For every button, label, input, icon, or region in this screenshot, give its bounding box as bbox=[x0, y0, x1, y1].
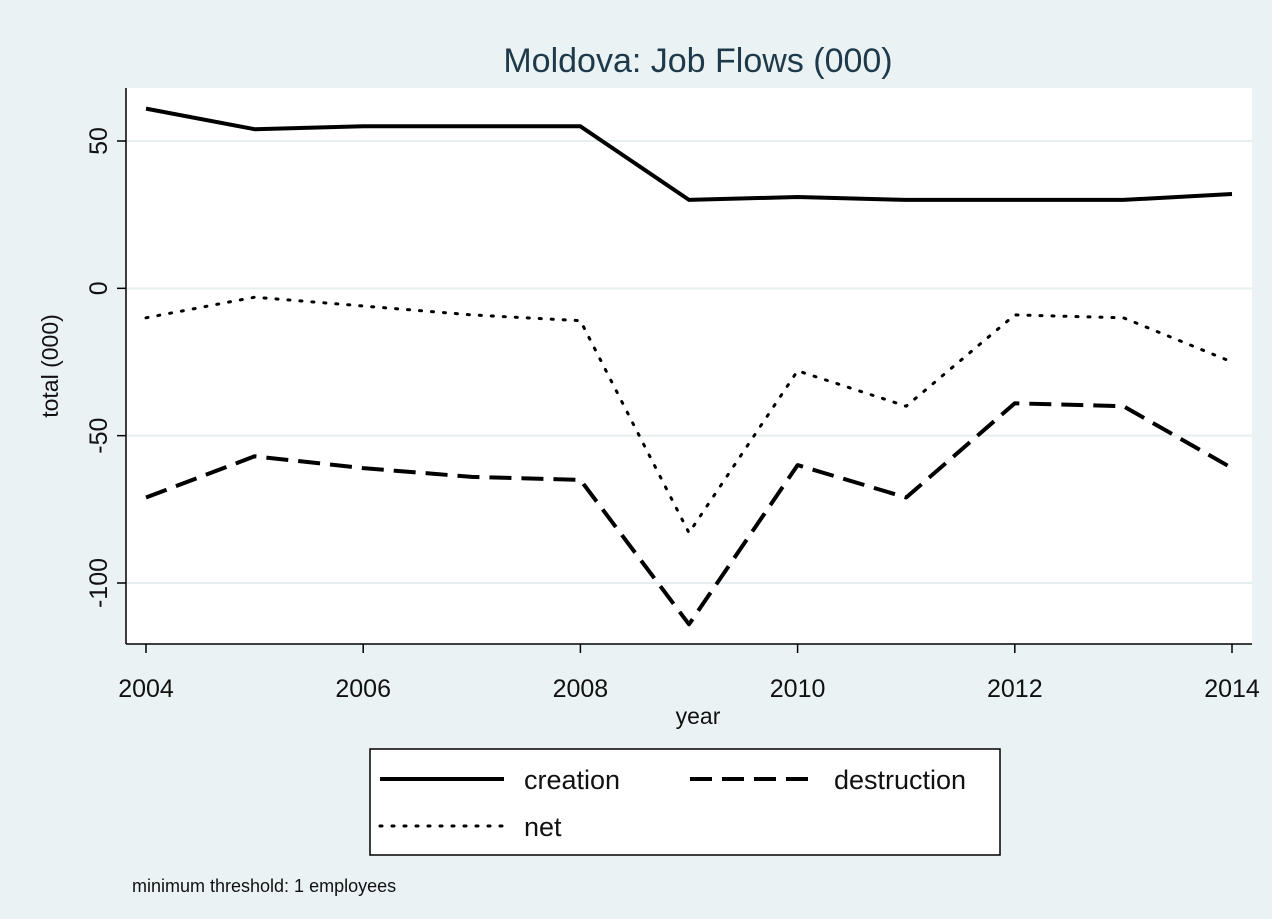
chart-title: Moldova: Job Flows (000) bbox=[503, 42, 892, 80]
grid-lines bbox=[126, 140, 1252, 584]
series-creation-line bbox=[145, 106, 1233, 202]
x-tick-label: 2010 bbox=[770, 675, 826, 703]
x-axis-title: year bbox=[676, 703, 721, 729]
y-tick-label: -50 bbox=[85, 418, 113, 454]
plot-area bbox=[126, 88, 1252, 644]
legend-label-destruction: destruction bbox=[834, 765, 966, 795]
y-tick-label: 50 bbox=[85, 127, 113, 155]
axis-ticks: 50 0 -50 -100 2004 2006 2008 2010 2012 2014 bbox=[85, 127, 1260, 703]
y-axis-title: total (000) bbox=[37, 314, 63, 418]
legend-box bbox=[369, 748, 1001, 856]
series-net-line bbox=[144, 295, 1234, 535]
legend-label-net: net bbox=[524, 812, 562, 842]
series-destruction-line bbox=[145, 401, 1233, 627]
series-lines bbox=[144, 106, 1234, 627]
x-tick-label: 2012 bbox=[987, 675, 1043, 703]
legend-label-creation: creation bbox=[524, 765, 620, 795]
x-tick-label: 2014 bbox=[1204, 675, 1260, 703]
y-tick-label: -100 bbox=[85, 558, 113, 608]
x-tick-label: 2004 bbox=[118, 675, 174, 703]
threshold-note: minimum threshold: 1 employees bbox=[132, 876, 396, 896]
legend: creation destruction net bbox=[369, 748, 1001, 856]
x-tick-label: 2008 bbox=[553, 675, 609, 703]
x-tick-label: 2006 bbox=[335, 675, 391, 703]
y-tick-label: 0 bbox=[85, 281, 113, 295]
